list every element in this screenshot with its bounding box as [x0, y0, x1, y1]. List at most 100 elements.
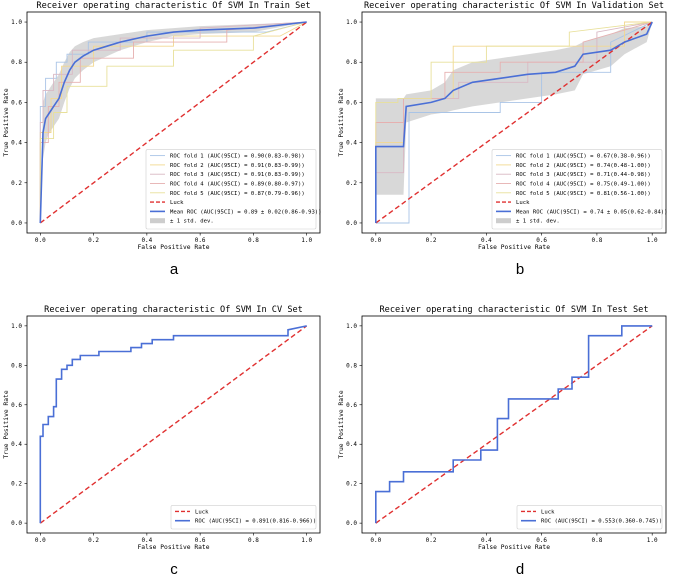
y-axis-label: True Positive Rate	[338, 88, 345, 156]
x-tick-label: 0.0	[370, 237, 381, 244]
y-tick-label: 0.6	[346, 99, 357, 106]
panel-label: c	[170, 561, 178, 578]
panel-label: a	[170, 261, 179, 278]
legend-fold-3-label: ROC fold 3 (AUC(95CI) = 0.91(0.83-0.99))	[170, 172, 305, 178]
legend: ROC fold 1 (AUC(95CI) = 0.90(0.83-0.98))…	[145, 149, 322, 230]
y-tick-label: 1.0	[11, 323, 22, 330]
fold-4-line	[39, 21, 307, 223]
legend-fold-4-label: ROC fold 4 (AUC(95CI) = 0.75(0.49-1.00))	[516, 182, 651, 188]
y-tick-label: 1.0	[346, 323, 357, 330]
y-tick-label: 1.0	[11, 19, 22, 26]
panel-b: Receiver operating characteristic Of SVM…	[338, 1, 668, 278]
x-tick-label: 0.4	[481, 537, 492, 544]
x-tick-label: 0.4	[141, 537, 152, 544]
x-tick-label: 0.6	[195, 237, 206, 244]
plot-frame	[361, 315, 667, 534]
legend-luck-label: Luck	[170, 200, 184, 206]
x-axis-label: False Positive Rate	[478, 244, 550, 251]
legend-std-swatch	[150, 218, 165, 224]
x-tick-label: 1.0	[301, 237, 312, 244]
y-tick-label: 0.4	[346, 441, 357, 448]
y-tick-label: 0.0	[11, 220, 22, 227]
legend-roc-label: ROC (AUC(95CI) = 0.891(0.816-0.966))	[195, 519, 316, 525]
chart-title: Receiver operating characteristic Of SVM…	[44, 305, 303, 315]
y-tick-label: 1.0	[346, 19, 357, 26]
legend-fold-1-label: ROC fold 1 (AUC(95CI) = 0.67(0.38-0.96))	[516, 154, 651, 160]
legend-fold-5-label: ROC fold 5 (AUC(95CI) = 0.87(0.79-0.96))	[170, 191, 305, 197]
fold-1-line	[39, 21, 307, 223]
x-tick-label: 0.4	[141, 237, 152, 244]
x-tick-label: 1.0	[301, 537, 312, 544]
legend-fold-4-label: ROC fold 4 (AUC(95CI) = 0.89(0.80-0.97))	[170, 182, 305, 188]
panel-label: b	[516, 261, 524, 278]
legend-std-swatch	[496, 218, 511, 224]
fold-5-line	[375, 21, 653, 223]
legend: Luck ROC (AUC(95CI) = 0.891(0.816-0.966))	[170, 505, 317, 530]
legend-fold-2-label: ROC fold 2 (AUC(95CI) = 0.91(0.83-0.99))	[170, 163, 305, 169]
x-axis-label: False Positive Rate	[137, 544, 209, 551]
panel-a: Receiver operating characteristic Of SVM…	[3, 1, 322, 278]
fold-1-line	[375, 21, 653, 224]
panel-d: Receiver operating characteristic Of SVM…	[338, 305, 667, 578]
legend-roc-label: ROC (AUC(95CI) = 0.553(0.360-0.745))	[541, 519, 662, 525]
fold-2-line	[39, 21, 307, 223]
x-tick-label: 0.8	[591, 237, 602, 244]
x-tick-label: 0.0	[35, 237, 46, 244]
x-tick-label: 0.8	[591, 537, 602, 544]
x-tick-label: 0.0	[35, 537, 46, 544]
legend-luck-label: Luck	[195, 509, 209, 515]
y-tick-label: 0.8	[346, 59, 357, 66]
y-tick-label: 0.6	[11, 99, 22, 106]
legend-fold-2-label: ROC fold 2 (AUC(95CI) = 0.74(0.48-1.00))	[516, 163, 651, 169]
fold-3-line	[39, 21, 307, 223]
y-axis-label: True Positive Rate	[3, 390, 10, 458]
y-tick-label: 0.6	[346, 402, 357, 409]
legend-fold-5-label: ROC fold 5 (AUC(95CI) = 0.81(0.56-1.00))	[516, 191, 651, 197]
luck-line	[375, 325, 653, 524]
chart-title: Receiver operating characteristic Of SVM…	[364, 1, 664, 11]
x-tick-label: 0.4	[481, 237, 492, 244]
x-tick-label: 0.6	[536, 537, 547, 544]
legend: Luck ROC (AUC(95CI) = 0.553(0.360-0.745))	[516, 505, 663, 530]
mean-roc-line	[374, 21, 653, 223]
luck-line	[375, 21, 653, 224]
roc-line	[39, 325, 307, 524]
legend-fold-1-label: ROC fold 1 (AUC(95CI) = 0.90(0.83-0.98))	[170, 154, 305, 160]
y-tick-label: 0.2	[11, 481, 22, 488]
y-tick-label: 0.8	[346, 362, 357, 369]
y-tick-label: 0.2	[11, 180, 22, 187]
x-tick-label: 0.2	[426, 537, 437, 544]
x-tick-label: 0.6	[195, 537, 206, 544]
y-tick-label: 0.2	[346, 481, 357, 488]
y-axis-label: True Positive Rate	[338, 390, 345, 458]
legend-luck-label: Luck	[516, 200, 530, 206]
panel-c: Receiver operating characteristic Of SVM…	[3, 305, 321, 578]
legend-box	[516, 505, 663, 530]
legend-box	[491, 149, 663, 230]
y-axis-label: True Positive Rate	[3, 88, 10, 156]
y-tick-label: 0.8	[11, 59, 22, 66]
panel-label: d	[516, 561, 524, 578]
fold-5-line	[39, 21, 307, 223]
x-tick-label: 0.0	[370, 537, 381, 544]
legend-box	[170, 505, 317, 530]
legend-std-label: ± 1 std. dev.	[516, 219, 560, 225]
x-tick-label: 0.2	[88, 537, 99, 544]
y-tick-label: 0.8	[11, 362, 22, 369]
legend-mean-label: Mean ROC (AUC(95CI) = 0.89 ± 0.02(0.86-0…	[170, 209, 322, 215]
x-tick-label: 0.2	[426, 237, 437, 244]
legend-fold-3-label: ROC fold 3 (AUC(95CI) = 0.71(0.44-0.98))	[516, 172, 651, 178]
x-tick-label: 0.8	[248, 537, 259, 544]
y-tick-label: 0.4	[11, 441, 22, 448]
x-tick-label: 0.6	[536, 237, 547, 244]
plot-frame	[26, 315, 321, 534]
legend: ROC fold 1 (AUC(95CI) = 0.67(0.38-0.96))…	[491, 149, 668, 230]
luck-line	[39, 325, 308, 524]
chart-title: Receiver operating characteristic Of SVM…	[36, 1, 310, 11]
legend-std-label: ± 1 std. dev.	[170, 219, 214, 225]
x-tick-label: 0.8	[248, 237, 259, 244]
mean-roc-line	[39, 21, 307, 224]
y-tick-label: 0.0	[346, 220, 357, 227]
y-tick-label: 0.2	[346, 180, 357, 187]
